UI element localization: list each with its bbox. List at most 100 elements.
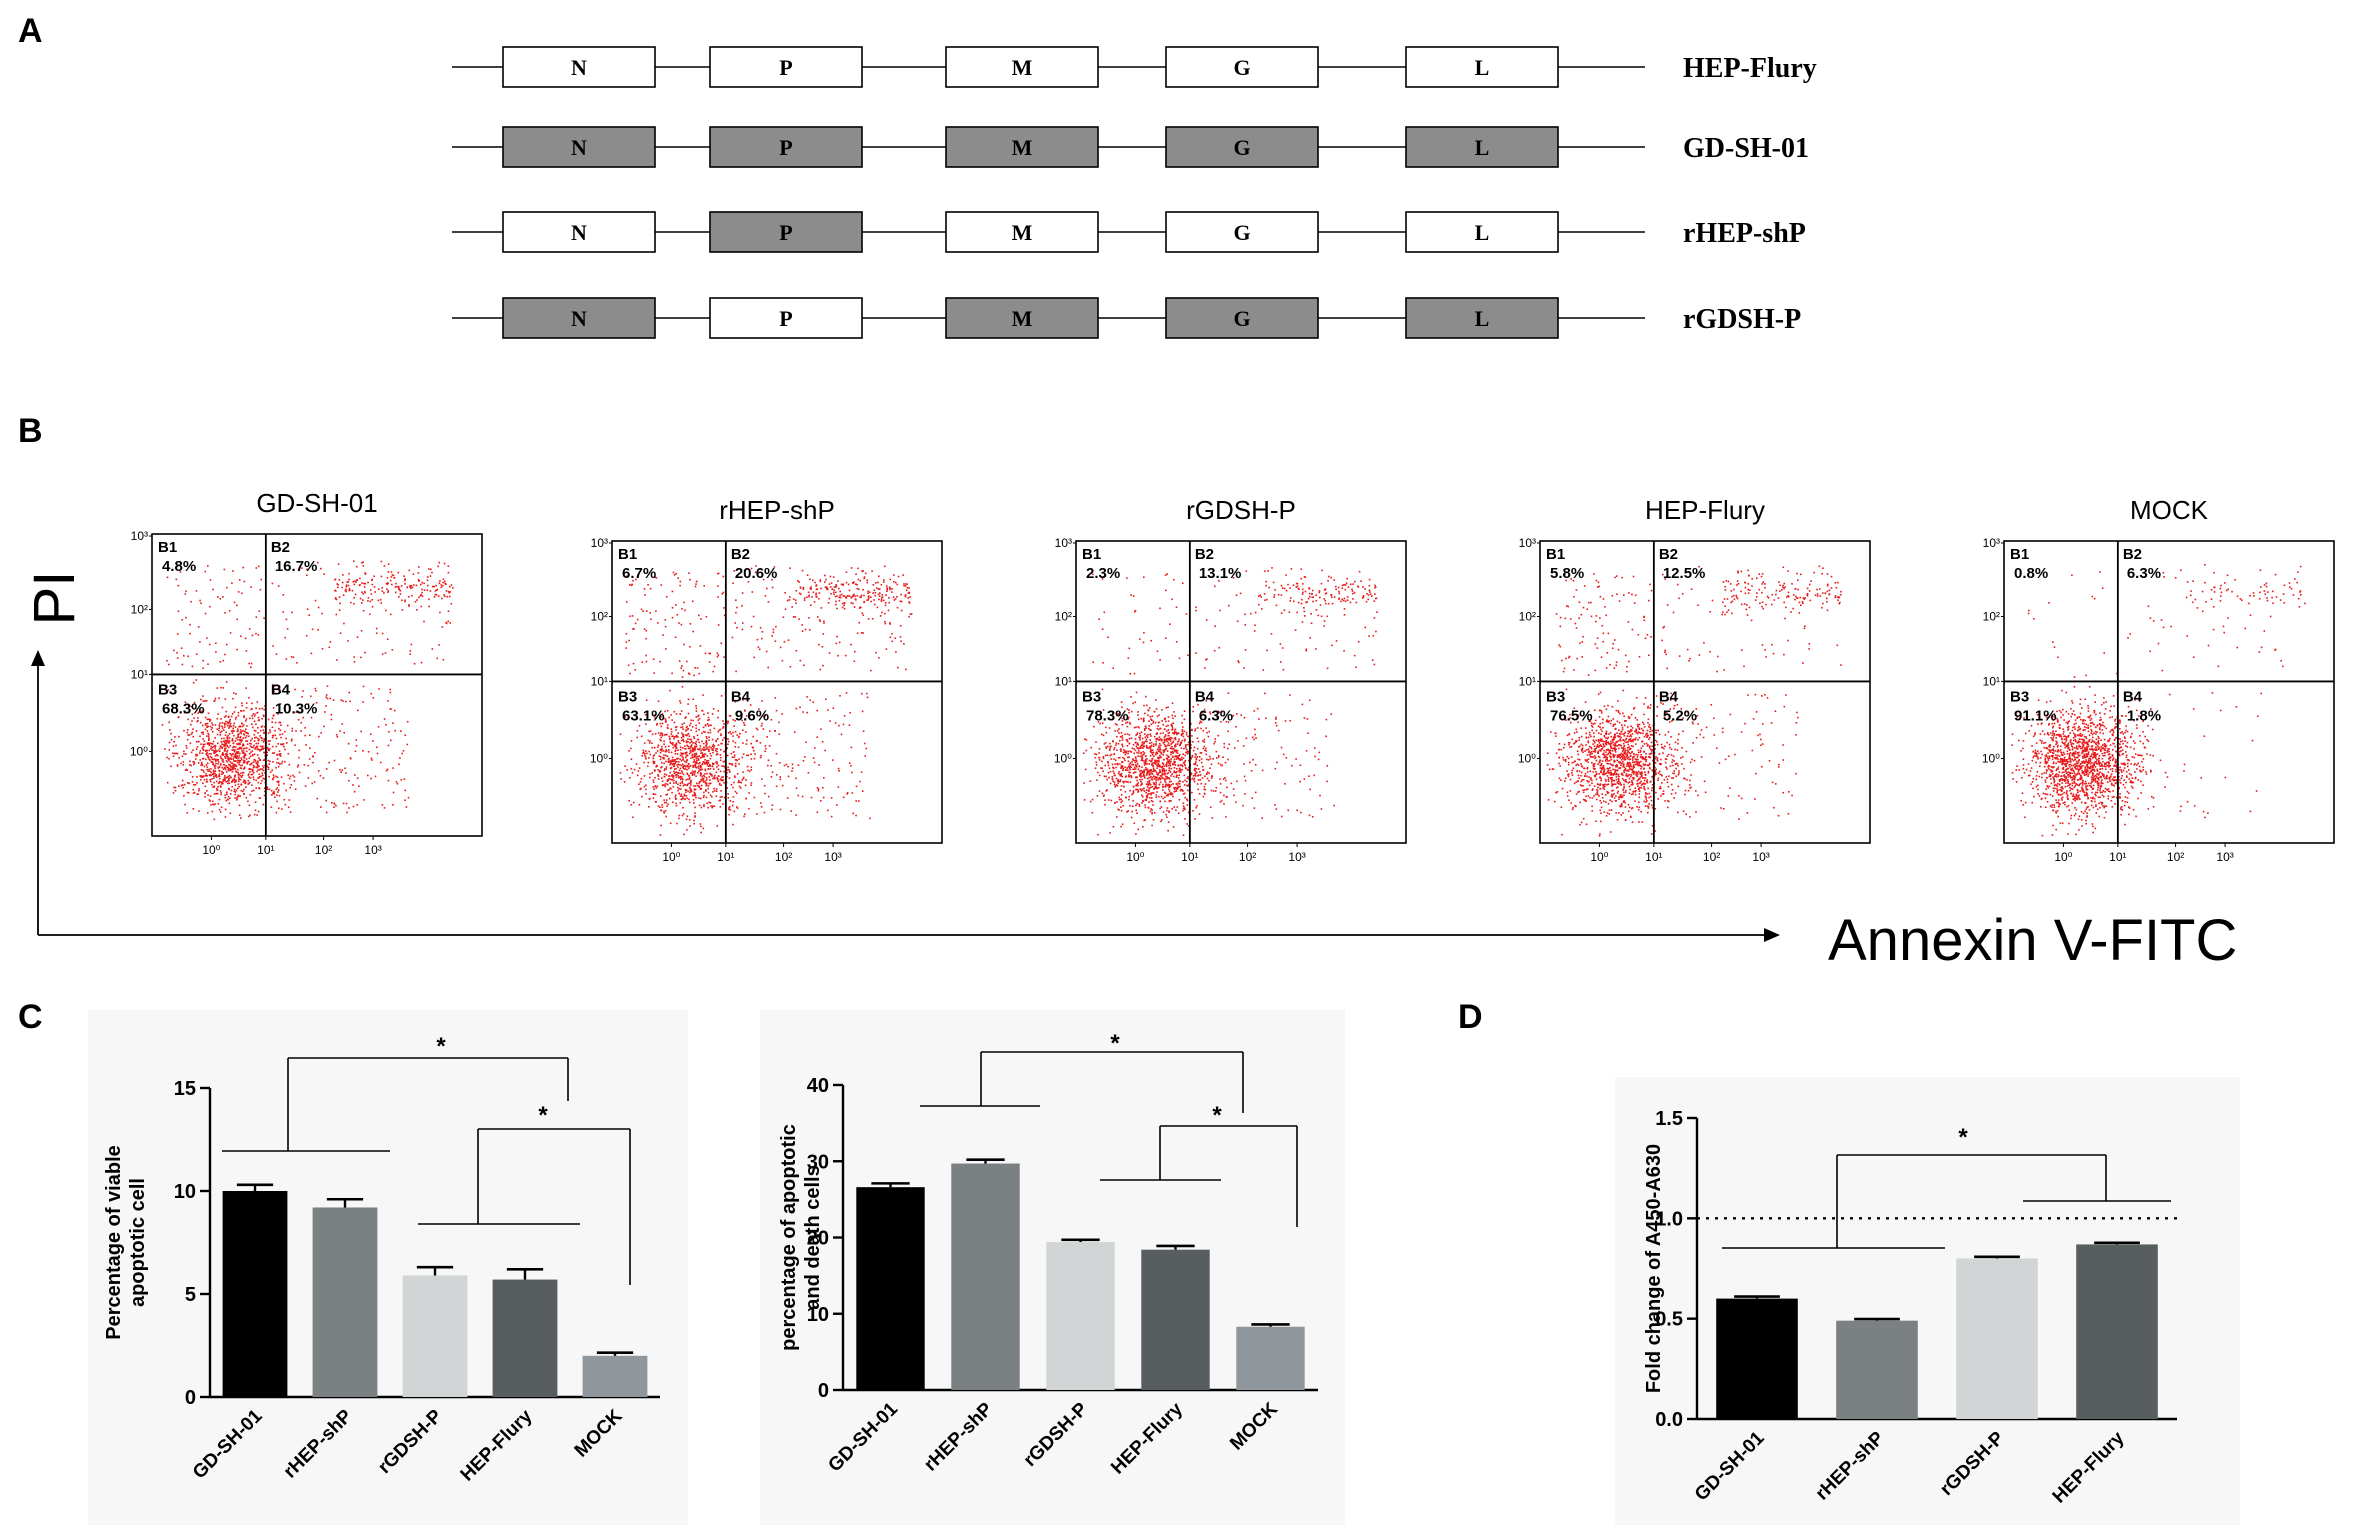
flow-dot	[222, 780, 225, 782]
flow-dot	[661, 748, 663, 750]
flow-dot	[235, 753, 237, 755]
gene-label: P	[779, 220, 792, 245]
flow-dot	[1129, 750, 1132, 753]
flow-dot	[1100, 767, 1102, 769]
flow-dot	[692, 748, 694, 751]
flow-dot	[1145, 768, 1148, 771]
flow-dot	[1148, 781, 1151, 783]
flow-dot	[1140, 744, 1143, 747]
flow-dot	[660, 756, 662, 758]
flow-dot	[686, 725, 688, 728]
flow-dot	[706, 755, 709, 757]
flow-dot	[298, 771, 301, 774]
flow-dot	[329, 697, 332, 700]
flow-dot	[669, 822, 672, 825]
flow-dot	[1308, 775, 1310, 777]
flow-dot	[242, 790, 244, 793]
flow-dot	[412, 573, 415, 575]
flow-dot	[677, 766, 679, 768]
flow-dot	[211, 810, 214, 813]
flow-dot	[1120, 809, 1123, 812]
flow-dot	[874, 592, 877, 594]
flow-dot	[355, 739, 358, 741]
flow-dot	[1169, 771, 1172, 773]
flow-dot	[1146, 762, 1149, 765]
flow-dot	[203, 765, 206, 768]
flow-dot	[652, 786, 655, 788]
flow-dot	[239, 736, 242, 738]
flow-dot	[246, 740, 249, 742]
flow-dot	[263, 747, 265, 749]
flow-dot	[1117, 778, 1119, 781]
flow-dot	[811, 596, 813, 598]
flow-dot	[198, 789, 200, 792]
flow-dot	[694, 788, 697, 791]
flow-dot	[1160, 775, 1163, 777]
flow-dot	[1132, 702, 1134, 705]
flow-dot	[1119, 779, 1122, 781]
flow-dot	[237, 787, 239, 790]
flow-dot	[1115, 744, 1117, 746]
flow-dot	[812, 591, 815, 594]
flow-dot	[221, 706, 224, 709]
flow-dot	[219, 722, 221, 725]
x-tick-label: 10²	[775, 850, 792, 864]
flow-plot-frame	[611, 540, 943, 844]
flow-dot	[1144, 804, 1146, 806]
flow-dot	[671, 756, 674, 759]
flow-dot	[210, 748, 212, 750]
flow-dot	[720, 784, 722, 786]
flow-dot	[278, 784, 280, 786]
flow-dot	[204, 612, 207, 615]
gene-box-l	[1405, 126, 1559, 168]
flow-dot	[701, 748, 704, 751]
flow-dot	[640, 787, 642, 790]
flow-dot	[684, 784, 687, 786]
flow-dot	[254, 736, 256, 739]
flow-dot	[1174, 746, 1176, 748]
flow-dot	[862, 730, 865, 732]
flow-dot	[1156, 791, 1158, 793]
flow-dot	[878, 588, 881, 590]
flow-dot	[1137, 789, 1139, 791]
flow-dot	[280, 762, 283, 765]
flow-dot	[807, 772, 810, 774]
flow-dot	[218, 781, 221, 784]
flow-dot	[426, 576, 429, 578]
x-tick-label: 10⁰	[202, 843, 220, 857]
flow-dot	[838, 596, 840, 599]
flow-dot	[238, 755, 240, 757]
flow-dot	[632, 710, 634, 713]
flow-dot	[1105, 746, 1107, 748]
flow-dot	[689, 578, 691, 581]
flow-dot	[213, 777, 215, 780]
flow-dot	[722, 765, 725, 767]
flow-dot	[726, 775, 728, 778]
flow-dot	[332, 699, 335, 701]
flow-dot	[675, 725, 678, 728]
flow-dot	[681, 814, 684, 817]
flow-dot	[221, 743, 223, 745]
flow-dot	[1176, 806, 1179, 808]
flow-dot	[431, 648, 434, 650]
flow-dot	[1164, 745, 1167, 747]
flow-dot	[247, 800, 249, 803]
flow-dot	[227, 758, 229, 760]
flow-dot	[1104, 742, 1107, 744]
flow-dot	[190, 733, 193, 735]
flow-dot	[258, 757, 260, 759]
flow-dot	[200, 775, 203, 777]
flow-dot	[255, 742, 258, 745]
flow-dot	[1158, 742, 1161, 745]
flow-dot	[221, 730, 223, 732]
flow-dot	[310, 695, 312, 698]
flow-dot	[1181, 714, 1183, 717]
flow-dot	[1184, 764, 1187, 767]
flow-dot	[1164, 735, 1167, 738]
flow-dot	[1216, 757, 1218, 759]
flow-dot	[1205, 753, 1208, 756]
flow-dot	[1289, 600, 1291, 602]
flow-dot	[241, 745, 244, 747]
flow-dot	[1184, 760, 1186, 763]
flow-dot-cloud	[619, 565, 913, 836]
